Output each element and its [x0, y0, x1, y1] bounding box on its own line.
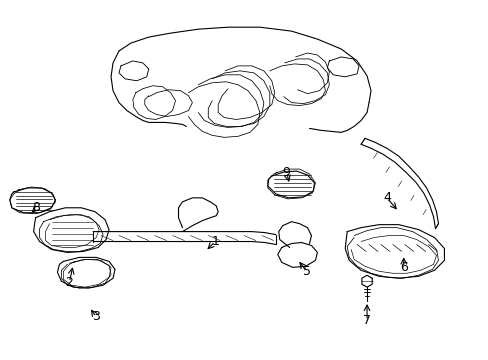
Text: 3: 3	[92, 310, 100, 323]
Text: 6: 6	[399, 261, 407, 274]
Text: 9: 9	[282, 166, 290, 179]
Text: 2: 2	[65, 276, 73, 289]
Text: 1: 1	[211, 235, 219, 248]
Text: 7: 7	[362, 314, 370, 327]
Text: 4: 4	[382, 192, 390, 204]
Text: 5: 5	[302, 265, 310, 278]
Text: 8: 8	[33, 201, 41, 214]
